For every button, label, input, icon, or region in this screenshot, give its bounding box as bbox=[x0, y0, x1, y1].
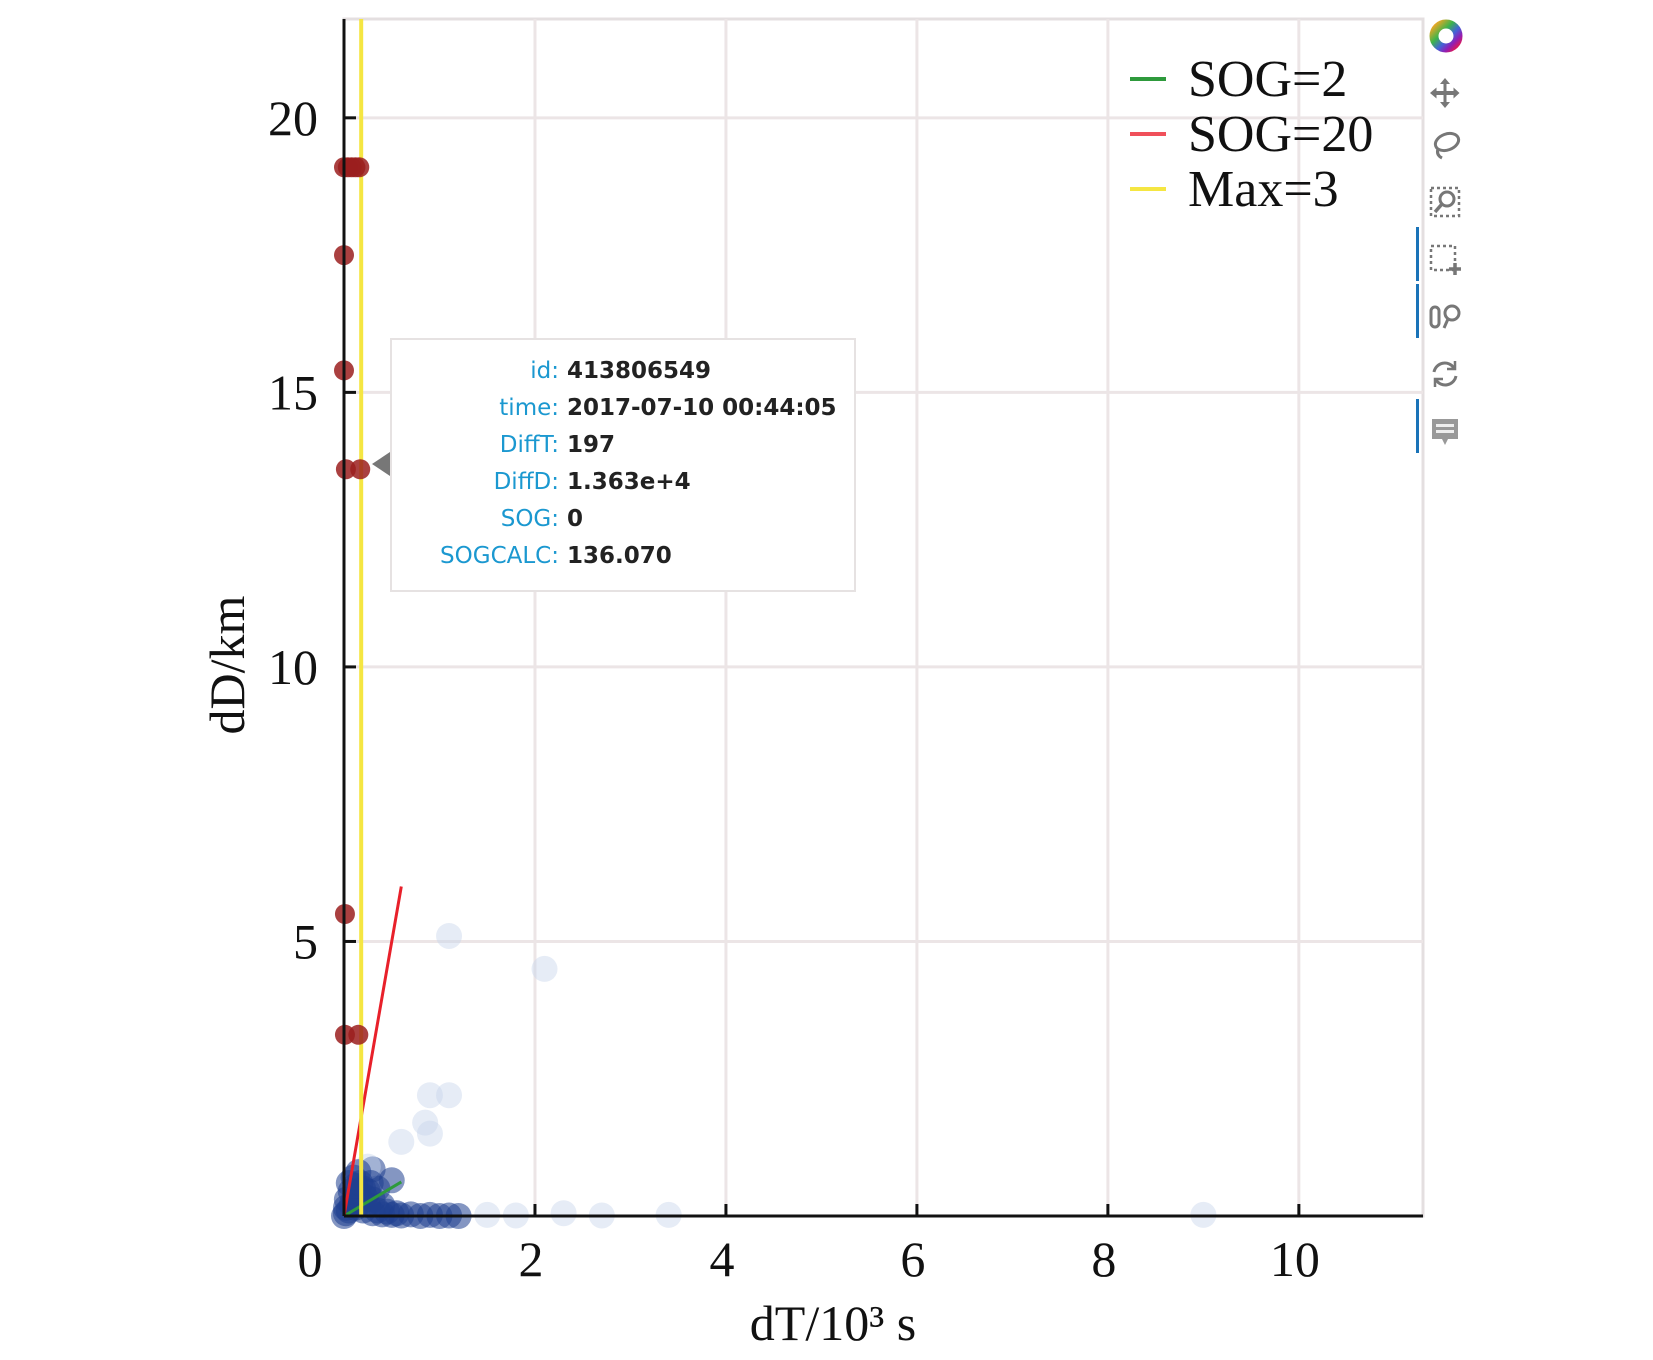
tooltip-label: DiffD: bbox=[493, 469, 559, 495]
tooltip-value: 413806549 bbox=[567, 358, 712, 384]
data-point bbox=[436, 1082, 463, 1109]
hover-icon[interactable] bbox=[1428, 415, 1466, 453]
tooltip-row: time: 2017-07-10 00:44:05 bbox=[392, 395, 854, 425]
plot-frame bbox=[342, 17, 1425, 1218]
pan-icon[interactable] bbox=[1428, 76, 1466, 114]
data-point bbox=[416, 1082, 443, 1109]
outlier-point bbox=[350, 459, 371, 480]
outlier-point bbox=[335, 459, 356, 480]
legend-label: SOG=20 bbox=[1188, 106, 1373, 163]
reset-icon[interactable] bbox=[1428, 357, 1466, 395]
toolbar bbox=[1416, 18, 1476, 478]
grid bbox=[342, 17, 1425, 1218]
tooltip-label: SOG: bbox=[500, 506, 559, 532]
data-point bbox=[550, 1200, 577, 1227]
data-point bbox=[412, 1109, 439, 1136]
x-tick-label: 2 bbox=[518, 1231, 543, 1287]
x-tick-label: 8 bbox=[1091, 1231, 1116, 1287]
legend-label: SOG=2 bbox=[1188, 51, 1347, 108]
tooltip-value: 136.070 bbox=[567, 543, 672, 569]
data-point bbox=[531, 955, 558, 982]
data-point bbox=[436, 922, 463, 949]
active-tool-indicator bbox=[1416, 227, 1419, 281]
box-zoom-icon[interactable] bbox=[1428, 185, 1466, 223]
lasso-select-icon[interactable] bbox=[1428, 129, 1466, 167]
y-tick-label: 20 bbox=[268, 90, 318, 146]
outlier-point bbox=[349, 157, 370, 178]
tooltip-value: 0 bbox=[567, 506, 584, 532]
bokeh-logo-icon bbox=[1428, 18, 1466, 56]
tooltip-label: time: bbox=[499, 395, 559, 421]
active-tool-indicator bbox=[1416, 284, 1419, 338]
tooltip-label: SOGCALC: bbox=[440, 543, 559, 569]
tick-labels: 0 2 4 6 8 10 5 10 15 20 bbox=[268, 90, 1320, 1287]
data-point bbox=[357, 1170, 384, 1197]
x-tick-label: 0 bbox=[298, 1231, 323, 1287]
tooltip-value: 2017-07-10 00:44:05 bbox=[567, 395, 837, 421]
y-tick-label: 10 bbox=[268, 639, 318, 695]
tooltip-row: SOG: 0 bbox=[392, 506, 854, 536]
line-sog-2 bbox=[343, 1180, 403, 1218]
tooltip-row: DiffT: 197 bbox=[392, 432, 854, 462]
tooltip-pointer bbox=[372, 452, 390, 476]
data-point bbox=[416, 1120, 443, 1147]
hover-tooltip: id: 413806549 time: 2017-07-10 00:44:05 Diff… bbox=[390, 338, 856, 592]
legend-label: Max=3 bbox=[1188, 161, 1339, 218]
data-point bbox=[388, 1128, 415, 1155]
data-point bbox=[369, 1192, 396, 1219]
axes bbox=[342, 19, 1423, 1218]
tooltip-label: DiffT: bbox=[499, 432, 559, 458]
y-tick-label: 5 bbox=[293, 913, 318, 969]
y-tick-label: 15 bbox=[268, 364, 318, 420]
y-axis-title: dD/km bbox=[199, 595, 255, 734]
reference-lines bbox=[342, 19, 403, 1218]
x-axis-title: dT/10³ s bbox=[750, 1295, 916, 1351]
outlier-point bbox=[348, 1024, 369, 1045]
tooltip-row: DiffD: 1.363e+4 bbox=[392, 469, 854, 499]
tooltip-value: 197 bbox=[567, 432, 616, 458]
x-tick-label: 10 bbox=[1270, 1231, 1320, 1287]
line-sog-20 bbox=[342, 886, 403, 1217]
x-tick-label: 6 bbox=[900, 1231, 925, 1287]
wheel-zoom-icon[interactable] bbox=[1428, 300, 1466, 338]
tooltip-value: 1.363e+4 bbox=[567, 469, 691, 495]
tooltip-row: id: 413806549 bbox=[392, 358, 854, 388]
tooltip-label: id: bbox=[530, 358, 559, 384]
x-tick-label: 4 bbox=[709, 1231, 734, 1287]
box-select-icon[interactable] bbox=[1428, 243, 1466, 281]
tooltip-row: SOGCALC: 136.070 bbox=[392, 543, 854, 573]
active-tool-indicator bbox=[1416, 399, 1419, 453]
